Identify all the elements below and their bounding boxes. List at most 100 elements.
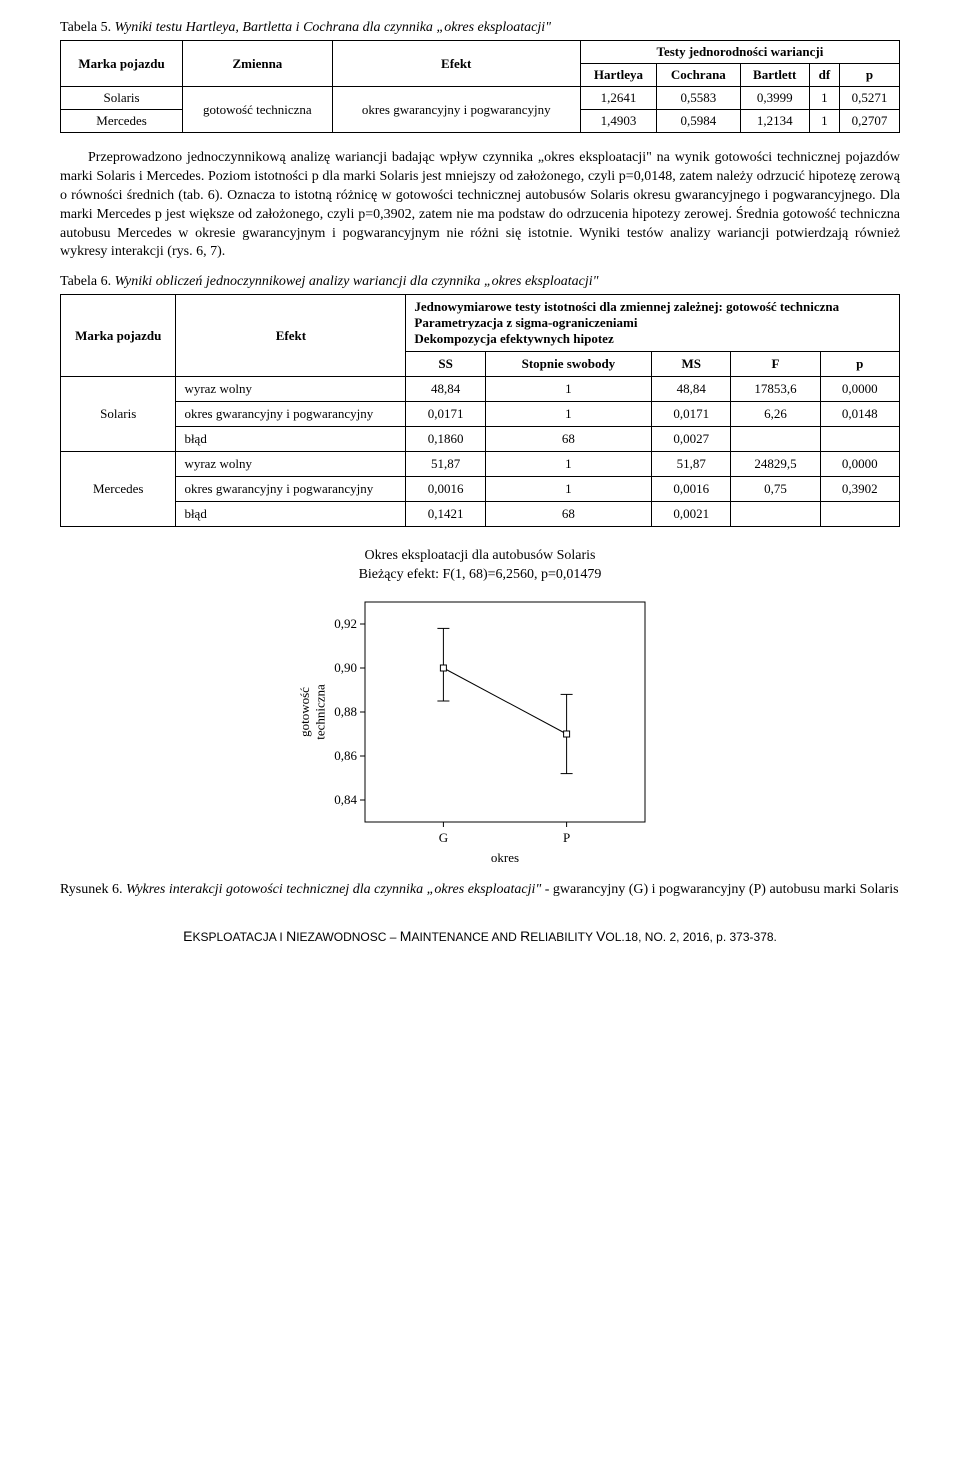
t6-cell: 48,84 [652,377,731,402]
table5-caption: Tabela 5. Wyniki testu Hartleya, Bartlet… [60,20,900,36]
t6-h-efekt: Efekt [176,295,406,377]
svg-text:0,86: 0,86 [334,748,357,763]
t5-cell: 0,5271 [840,87,900,110]
footer-t13: . 2, 2016, p. 373-378. [663,930,777,944]
t6-cell: 0,3902 [820,477,899,502]
chart-title-line2: Bieżący efekt: F(1, 68)=6,2560, p=0,0147… [359,566,602,584]
t6-efekt-cell: okres gwarancyjny i pogwarancyjny [176,477,406,502]
t6-efekt-cell: wyraz wolny [176,452,406,477]
t6-efekt-cell: wyraz wolny [176,377,406,402]
table6: Marka pojazdu Efekt Jednowymiarowe testy… [60,294,900,527]
t6-cell: 1 [485,477,651,502]
t6-h-ms: MS [652,352,731,377]
t6-cell: 6,26 [731,402,820,427]
t6-h-p: p [820,352,899,377]
t6-cell: 48,84 [406,377,485,402]
svg-text:okres: okres [491,850,519,865]
svg-text:G: G [439,830,448,845]
t6-marka-cell: Solaris [61,377,176,452]
t6-cell: 0,0027 [652,427,731,452]
footer-t2: KSPLOATACJA I [192,930,286,944]
figure6-label: Rysunek 6. [60,882,122,897]
t6-h-desc: Jednowymiarowe testy istotności dla zmie… [406,295,900,352]
t5-cell: 1 [809,110,839,133]
t6-cell [731,502,820,527]
t6-cell: 68 [485,502,651,527]
table-row: okres gwarancyjny i pogwarancyjny0,00161… [61,477,900,502]
footer-t5: M [400,928,412,944]
t6-cell: 17853,6 [731,377,820,402]
footer-t3: N [286,928,296,944]
footer-t12: O [653,930,662,944]
t6-cell: 68 [485,427,651,452]
t6-cell: 0,0148 [820,402,899,427]
table6-label: Tabela 6. [60,274,111,289]
t5-h-df: df [809,64,839,87]
t5-cell: okres gwarancyjny i pogwarancyjny [332,87,580,133]
footer-t6: AINTENANCE AND [411,930,520,944]
figure6-title: Wykres interakcji gotowości technicznej … [126,882,553,897]
svg-text:gotowośćtechniczna: gotowośćtechniczna [297,684,328,740]
body-paragraph: Przeprowadzono jednoczynnikową analizę w… [60,149,900,262]
table-row: błąd0,1421680,0021 [61,502,900,527]
t6-h-stopnie: Stopnie swobody [485,352,651,377]
t6-cell: 0,0000 [820,377,899,402]
t6-efekt-cell: błąd [176,427,406,452]
t6-cell: 0,0016 [406,477,485,502]
t6-cell: 51,87 [652,452,731,477]
table-row: Mercedeswyraz wolny51,87151,8724829,50,0… [61,452,900,477]
t6-desc3: Dekompozycja efektywnych hipotez [414,331,891,347]
t5-cell: Mercedes [61,110,183,133]
table-row: Solaris gotowość techniczna okres gwaran… [61,87,900,110]
t6-efekt-cell: błąd [176,502,406,527]
t6-cell: 0,0171 [406,402,485,427]
t5-cell: 0,5583 [657,87,740,110]
t6-cell: 0,1860 [406,427,485,452]
t5-cell: Solaris [61,87,183,110]
table5-title: Wyniki testu Hartleya, Bartletta i Cochr… [115,20,551,35]
figure6-suffix: gwarancyjny (G) i pogwarancyjny (P) auto… [553,882,899,897]
table6-title: Wyniki obliczeń jednoczynnikowej analizy… [115,274,599,289]
t6-cell: 1 [485,377,651,402]
t5-cell: 1 [809,87,839,110]
t6-marka-cell: Mercedes [61,452,176,527]
t5-h-marka: Marka pojazdu [61,41,183,87]
t6-cell: 0,0171 [652,402,731,427]
t6-cell [731,427,820,452]
t6-cell: 51,87 [406,452,485,477]
footer-t11: .18, N [621,930,653,944]
t5-cell: 0,5984 [657,110,740,133]
table5: Marka pojazdu Zmienna Efekt Testy jednor… [60,40,900,133]
svg-text:0,88: 0,88 [334,704,357,719]
table-row: błąd0,1860680,0027 [61,427,900,452]
svg-text:0,92: 0,92 [334,616,357,631]
chart-title-line1: Okres eksploatacji dla autobusów Solaris [359,547,602,565]
t5-h-efekt: Efekt [332,41,580,87]
svg-text:0,90: 0,90 [334,660,357,675]
chart-title: Okres eksploatacji dla autobusów Solaris… [359,547,602,583]
t5-cell: 0,2707 [840,110,900,133]
t6-cell: 1 [485,402,651,427]
chart-container: Okres eksploatacji dla autobusów Solaris… [60,547,900,871]
t6-cell: 0,0021 [652,502,731,527]
footer-t7: R [520,928,530,944]
t5-cell: 1,4903 [580,110,656,133]
table-row: okres gwarancyjny i pogwarancyjny0,01711… [61,402,900,427]
t6-cell: 0,0000 [820,452,899,477]
table-row: Solariswyraz wolny48,84148,8417853,60,00… [61,377,900,402]
t6-h-ss: SS [406,352,485,377]
t5-cell: 0,3999 [740,87,809,110]
svg-text:P: P [563,830,570,845]
t6-cell: 0,0016 [652,477,731,502]
t5-h-cochrana: Cochrana [657,64,740,87]
t6-cell: 1 [485,452,651,477]
t6-cell: 24829,5 [731,452,820,477]
page-footer: EKSPLOATACJA I NIEZAWODNOSC – MAINTENANC… [60,928,900,944]
t5-h-hartleya: Hartleya [580,64,656,87]
t5-h-p: p [840,64,900,87]
t5-cell: 1,2641 [580,87,656,110]
svg-text:0,84: 0,84 [334,792,357,807]
t5-h-zmienna: Zmienna [183,41,333,87]
t6-cell: 0,75 [731,477,820,502]
t6-cell [820,427,899,452]
